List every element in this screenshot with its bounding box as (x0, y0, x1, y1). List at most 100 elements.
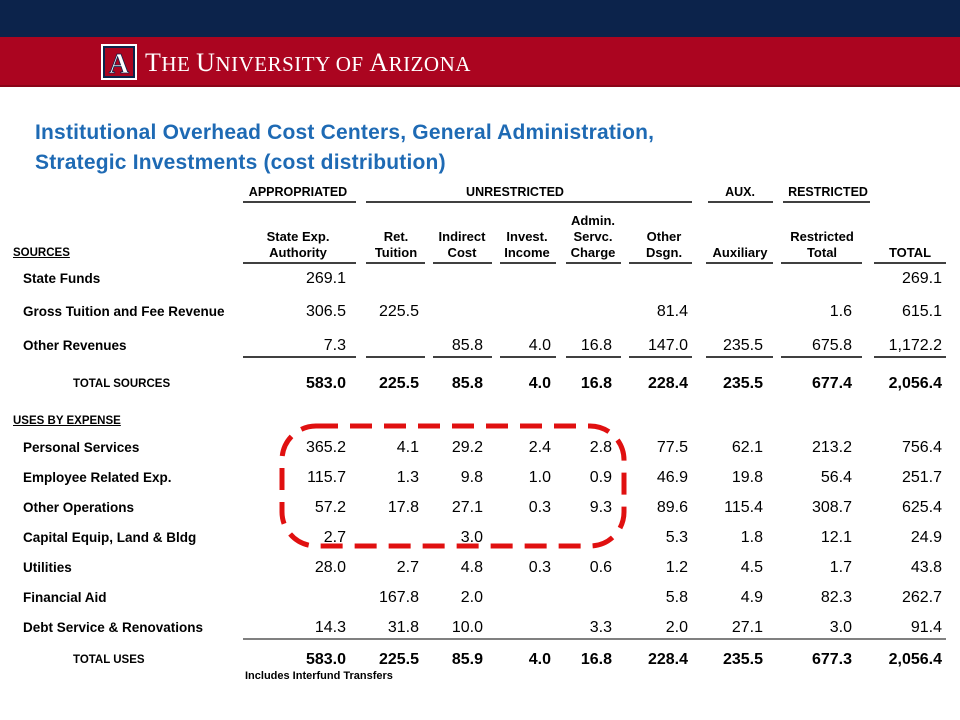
use-row-3-label: Capital Equip, Land & Bldg (23, 530, 197, 545)
use-row-0-value-7: 213.2 (811, 439, 852, 456)
source-row-2-label: Other Revenues (23, 338, 127, 353)
use-row-4-value-8: 43.8 (910, 559, 942, 576)
use-row-1-value-2: 9.8 (460, 469, 483, 486)
use-row-5-value-1: 167.8 (378, 589, 419, 606)
org-name-initial-t: T (145, 48, 162, 77)
total-sources-row-value-4: 16.8 (580, 375, 612, 392)
column-header-7-l2: Total (806, 245, 838, 260)
header-banner (0, 37, 960, 85)
use-row-0-value-8: 756.4 (901, 439, 942, 456)
use-row-4-value-4: 0.6 (589, 559, 612, 576)
source-row-2-value-7: 675.8 (811, 337, 852, 354)
total-sources-row-value-8: 2,056.4 (888, 375, 942, 392)
column-header-5-l1: Other (646, 229, 682, 244)
use-row-6-value-5: 2.0 (665, 619, 688, 636)
use-row-2-value-0: 57.2 (314, 499, 346, 516)
source-row-2-value-3: 4.0 (528, 337, 551, 354)
total-sources-row-value-0: 583.0 (305, 375, 346, 392)
uses-by-expense-label: USES BY EXPENSE (13, 415, 121, 427)
use-row-2-label: Other Operations (23, 500, 135, 515)
source-row-2-value-4: 16.8 (580, 337, 612, 354)
source-row-0-label: State Funds (23, 271, 101, 286)
total-uses-row-value-1: 225.5 (378, 651, 419, 668)
column-header-4-l1: Servc. (573, 229, 613, 244)
use-row-1-value-8: 251.7 (901, 469, 942, 486)
slide-title-line-2: Strategic Investments (cost distribution… (35, 151, 446, 174)
use-row-0-value-4: 2.8 (589, 439, 612, 456)
university-logo-icon: A (101, 44, 137, 80)
source-row-1-value-0: 306.5 (305, 303, 346, 320)
use-row-5-value-2: 2.0 (460, 589, 483, 606)
column-header-3-l1: Invest. (506, 229, 548, 244)
column-header-4-l2: Charge (570, 245, 616, 260)
column-header-5-l2: Dsgn. (645, 245, 683, 260)
use-row-4-value-1: 2.7 (396, 559, 419, 576)
use-row-2-value-5: 89.6 (656, 499, 688, 516)
source-row-1-value-5: 81.4 (656, 303, 688, 320)
use-row-6-label: Debt Service & Renovations (23, 620, 204, 635)
use-row-2-value-8: 625.4 (901, 499, 942, 516)
use-row-4-value-0: 28.0 (314, 559, 346, 576)
column-header-6-l2: Auxiliary (712, 245, 768, 260)
use-row-4-value-3: 0.3 (528, 559, 551, 576)
source-row-1-value-1: 225.5 (378, 303, 419, 320)
total-uses-row-value-2: 85.9 (451, 651, 483, 668)
use-row-4-value-5: 1.2 (665, 559, 688, 576)
slide-title: Institutional Overhead Cost Centers, Gen… (35, 118, 895, 178)
use-row-0-value-0: 365.2 (305, 439, 346, 456)
group-header-appropriated: APPROPRIATED (248, 185, 348, 199)
column-header-7-l1: Restricted (790, 229, 854, 244)
source-row-1-value-8: 615.1 (901, 303, 942, 320)
source-row-0-value-8: 269.1 (901, 270, 942, 287)
use-row-6-value-8: 91.4 (910, 619, 942, 636)
org-name-initial-u: U (196, 48, 216, 77)
column-header-2-l1: Indirect (438, 229, 486, 244)
column-header-1-l1: Ret. (383, 229, 409, 244)
total-sources-row-value-3: 4.0 (528, 375, 551, 392)
use-row-0-label: Personal Services (23, 440, 140, 455)
total-sources-row-value-2: 85.8 (451, 375, 483, 392)
use-row-1-value-3: 1.0 (528, 469, 551, 486)
column-header-1-l2: Tuition (374, 245, 418, 260)
use-row-3-value-5: 5.3 (665, 529, 688, 546)
source-row-1-label: Gross Tuition and Fee Revenue (23, 304, 225, 319)
use-row-3-value-8: 24.9 (910, 529, 942, 546)
use-row-0-value-3: 2.4 (528, 439, 551, 456)
column-header-3-l2: Income (504, 245, 550, 260)
use-row-4-label: Utilities (23, 560, 72, 575)
org-name-initial-a: A (369, 48, 389, 77)
slide-title-line-1: Institutional Overhead Cost Centers, Gen… (35, 121, 655, 144)
use-row-6-value-7: 3.0 (829, 619, 852, 636)
org-name-part-3: RIZONA (388, 52, 471, 76)
university-name: THE UNIVERSITY OF ARIZONA (145, 48, 471, 78)
top-navy-bar (0, 0, 960, 37)
use-row-3-value-7: 12.1 (820, 529, 852, 546)
source-row-2-value-2: 85.8 (451, 337, 483, 354)
total-uses-row-value-7: 677.3 (811, 651, 852, 668)
total-uses-row-value-3: 4.0 (528, 651, 551, 668)
sources-label: SOURCES (13, 247, 70, 259)
use-row-1-value-1: 1.3 (396, 469, 419, 486)
total-uses-row-value-4: 16.8 (580, 651, 612, 668)
banner-edge (0, 85, 960, 87)
use-row-1-value-0: 115.7 (307, 469, 346, 486)
group-header-unrestricted: UNRESTRICTED (466, 185, 564, 199)
use-row-1-value-6: 19.8 (731, 469, 763, 486)
footnote: Includes Interfund Transfers (245, 670, 393, 682)
total-uses-row-value-6: 235.5 (722, 651, 763, 668)
total-uses-row-value-8: 2,056.4 (888, 651, 942, 668)
use-row-1-value-5: 46.9 (656, 469, 688, 486)
column-header-4-l0: Admin. (570, 213, 616, 228)
source-row-1-value-7: 1.6 (829, 303, 852, 320)
use-row-2-value-7: 308.7 (811, 499, 852, 516)
use-row-6-value-1: 31.8 (387, 619, 419, 636)
use-row-0-value-6: 62.1 (731, 439, 763, 456)
total-sources-row-value-5: 228.4 (647, 375, 688, 392)
use-row-5-label: Financial Aid (23, 590, 107, 605)
total-uses-row-value-5: 228.4 (647, 651, 688, 668)
use-row-1-value-7: 56.4 (820, 469, 852, 486)
column-header-2-l2: Cost (447, 245, 477, 260)
use-row-6-value-6: 27.1 (731, 619, 763, 636)
total-sources-row-value-6: 235.5 (722, 375, 763, 392)
use-row-6-value-2: 10.0 (451, 619, 483, 636)
